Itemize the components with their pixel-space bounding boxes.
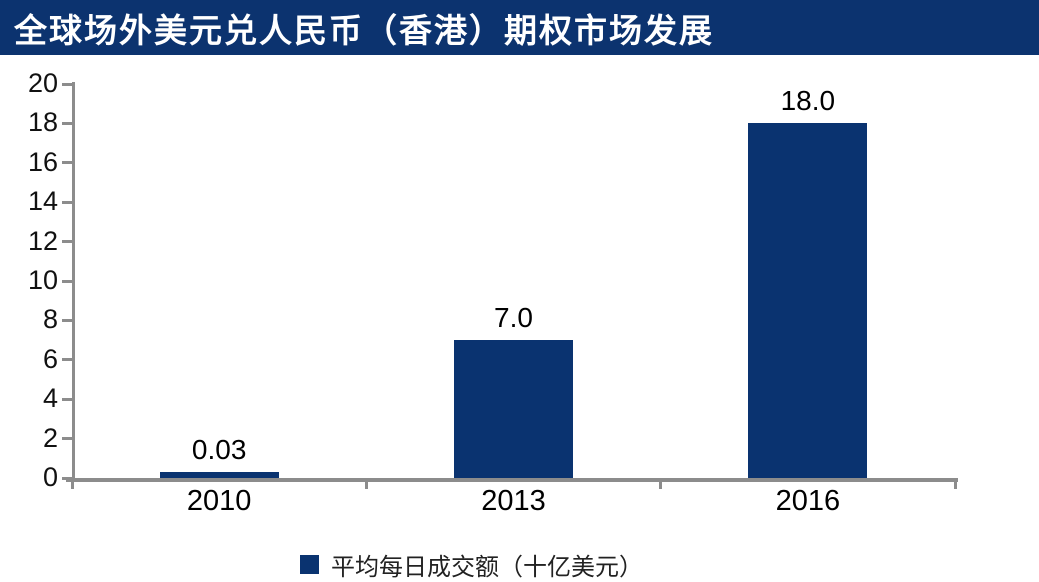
y-tick-mark [62, 318, 72, 322]
y-tick-label-0: 0 [42, 461, 58, 492]
bar-2013 [454, 340, 573, 478]
y-tick-mark [62, 240, 72, 244]
y-axis-line [72, 82, 75, 481]
y-tick-mark [62, 82, 72, 86]
x-tick-mark [364, 482, 368, 489]
x-tick-mark [953, 482, 957, 489]
x-tick-mark [659, 482, 663, 489]
data-label-2010: 0.03 [191, 434, 247, 465]
legend-label: 平均每日成交额（十亿美元） [331, 554, 643, 581]
x-tick-label-2016: 2016 [775, 485, 841, 517]
y-tick-mark [62, 121, 72, 125]
x-axis-line [66, 478, 958, 482]
y-tick-mark [62, 397, 72, 401]
y-tick-label-10: 10 [27, 264, 58, 295]
y-tick-label-12: 12 [27, 225, 58, 256]
y-tick-label-16: 16 [27, 146, 58, 177]
y-tick-mark [62, 161, 72, 165]
y-tick-label-4: 4 [42, 383, 58, 414]
legend: 平均每日成交额（十亿美元） [300, 547, 643, 582]
y-tick-mark [62, 279, 72, 283]
y-tick-label-14: 14 [27, 186, 58, 217]
title-banner: 全球场外美元兑人民币（香港）期权市场发展 [0, 0, 1039, 55]
y-tick-label-20: 20 [27, 67, 58, 98]
y-tick-label-6: 6 [42, 343, 58, 374]
y-tick-mark [62, 437, 72, 441]
y-tick-label-2: 2 [42, 422, 58, 453]
chart-title: 全球场外美元兑人民币（香港）期权市场发展 [14, 11, 714, 49]
data-label-2016: 18.0 [780, 85, 836, 117]
bar-2010 [159, 472, 279, 478]
y-tick-label-18: 18 [27, 107, 58, 138]
y-tick-mark [62, 200, 72, 204]
y-tick-mark [62, 358, 72, 362]
legend-swatch [300, 555, 319, 574]
x-tick-label-2010: 2010 [186, 485, 252, 517]
y-tick-label-8: 8 [42, 304, 58, 335]
bar-2016 [748, 123, 868, 478]
data-label-2013: 7.0 [494, 302, 533, 334]
x-tick-label-2013: 2013 [481, 485, 546, 517]
x-tick-mark [70, 482, 74, 489]
